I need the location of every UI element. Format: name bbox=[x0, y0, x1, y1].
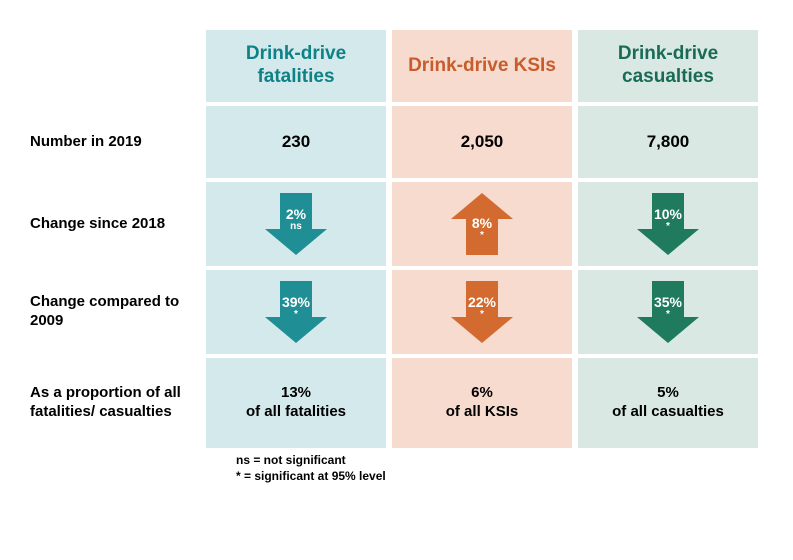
proportion-of-ksis: of all KSIs bbox=[446, 403, 519, 422]
proportion-of-fatalities: of all fatalities bbox=[246, 403, 346, 422]
arrow-change2009-ksis: 22%* bbox=[451, 281, 513, 343]
cell-change2009-casualties: 35%* bbox=[578, 270, 758, 354]
proportion-of-casualties: of all casualties bbox=[612, 403, 724, 422]
value-number-ksis: 2,050 bbox=[461, 132, 504, 152]
cell-number-fatalities: 230 bbox=[206, 106, 386, 178]
footnote-line1: ns = not significant bbox=[236, 452, 793, 468]
corner-spacer bbox=[30, 30, 200, 102]
col-header-ksis: Drink-drive KSIs bbox=[392, 30, 572, 102]
cell-proportion-ksis: 6% of all KSIs bbox=[392, 358, 572, 448]
cell-proportion-fatalities: 13% of all fatalities bbox=[206, 358, 386, 448]
arrow-change2018-fatalities: 2%ns bbox=[265, 193, 327, 255]
arrow-change2018-casualties: 10%* bbox=[637, 193, 699, 255]
row-label-change2009: Change compared to 2009 bbox=[30, 270, 200, 354]
cell-number-casualties: 7,800 bbox=[578, 106, 758, 178]
footnote: ns = not significant * = significant at … bbox=[0, 448, 793, 484]
cell-change2009-ksis: 22%* bbox=[392, 270, 572, 354]
row-label-proportion: As a proportion of all fatalities/ casua… bbox=[30, 358, 200, 448]
arrow-change2018-ksis: 8%* bbox=[451, 193, 513, 255]
cell-change2018-ksis: 8%* bbox=[392, 182, 572, 266]
row-label-number: Number in 2019 bbox=[30, 106, 200, 178]
proportion-pct-fatalities: 13% bbox=[281, 384, 311, 403]
row-label-change2018: Change since 2018 bbox=[30, 182, 200, 266]
proportion-pct-ksis: 6% bbox=[471, 384, 493, 403]
arrow-change2009-casualties: 35%* bbox=[637, 281, 699, 343]
footnote-line2: * = significant at 95% level bbox=[236, 468, 793, 484]
value-number-fatalities: 230 bbox=[282, 132, 310, 152]
col-header-fatalities: Drink-drive fatalities bbox=[206, 30, 386, 102]
value-number-casualties: 7,800 bbox=[647, 132, 690, 152]
cell-proportion-casualties: 5% of all casualties bbox=[578, 358, 758, 448]
arrow-change2009-fatalities: 39%* bbox=[265, 281, 327, 343]
stats-grid: Drink-drive fatalities Drink-drive KSIs … bbox=[0, 0, 793, 448]
col-header-casualties: Drink-drive casualties bbox=[578, 30, 758, 102]
cell-change2018-fatalities: 2%ns bbox=[206, 182, 386, 266]
proportion-pct-casualties: 5% bbox=[657, 384, 679, 403]
cell-change2009-fatalities: 39%* bbox=[206, 270, 386, 354]
cell-change2018-casualties: 10%* bbox=[578, 182, 758, 266]
cell-number-ksis: 2,050 bbox=[392, 106, 572, 178]
